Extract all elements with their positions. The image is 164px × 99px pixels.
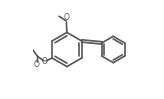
Text: O: O xyxy=(63,13,69,22)
Text: O: O xyxy=(34,60,40,69)
Text: O: O xyxy=(42,57,48,66)
